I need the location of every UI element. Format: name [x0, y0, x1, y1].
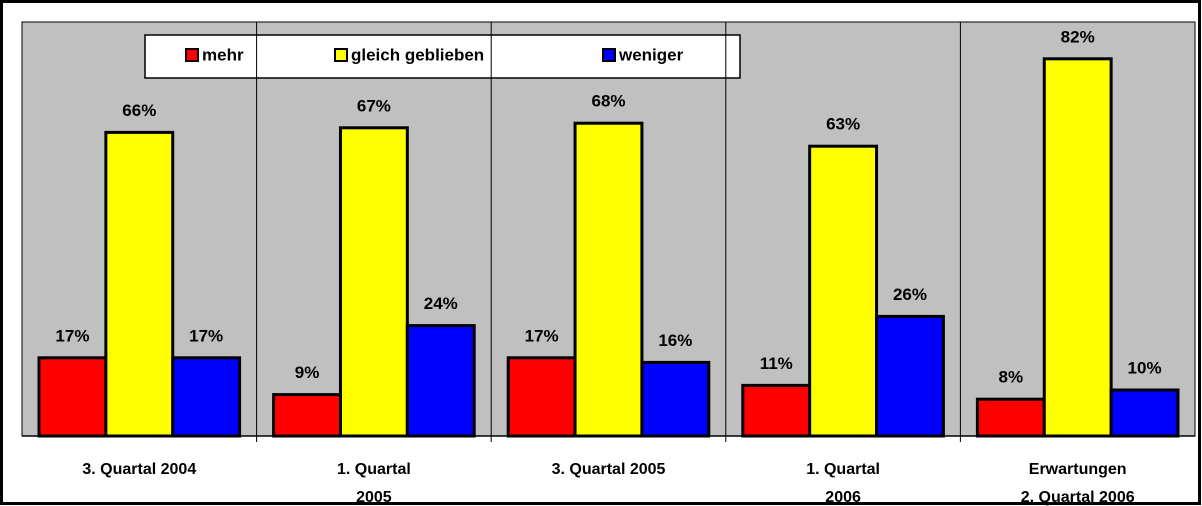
legend: [144, 34, 741, 79]
bar: [640, 360, 711, 438]
bar: [338, 126, 409, 438]
data-label: 26%: [893, 285, 927, 304]
x-tick-label: 1. Quartal 2006: [806, 461, 880, 506]
x-tick-label: 3. Quartal 2005: [551, 461, 666, 478]
bar: [506, 356, 577, 438]
bar: [171, 356, 242, 438]
legend-swatch: [185, 48, 199, 62]
legend-swatch: [334, 48, 348, 62]
data-label: 17%: [189, 326, 223, 345]
data-label: 66%: [122, 101, 156, 120]
x-tick-label: 3. Quartal 2004: [82, 461, 197, 478]
legend-label: weniger: [618, 45, 684, 64]
data-label: 68%: [591, 92, 625, 111]
data-label: 63%: [826, 115, 860, 134]
data-label: 10%: [1128, 358, 1162, 377]
data-label: 8%: [999, 368, 1024, 387]
bar: [875, 314, 945, 438]
x-tick-label: Erwartungen 2. Quartal 2006: [1020, 461, 1135, 506]
data-label: 16%: [658, 331, 692, 350]
data-label: 24%: [424, 294, 458, 313]
legend-label: mehr: [202, 45, 244, 64]
data-label: 82%: [1061, 27, 1095, 46]
bar: [37, 356, 108, 438]
data-label: 17%: [525, 326, 559, 345]
x-tick-label: 1. Quartal 2005: [336, 461, 411, 506]
data-label: 11%: [760, 354, 793, 373]
bar: [272, 393, 342, 438]
data-label: 17%: [55, 326, 89, 345]
data-label: 67%: [357, 96, 391, 115]
data-label: 9%: [295, 363, 320, 382]
bar: [104, 130, 175, 438]
legend-label: gleich geblieben: [351, 45, 484, 64]
bar: [808, 144, 879, 438]
bar: [1042, 57, 1113, 438]
bar: [1109, 388, 1180, 438]
bar: [741, 383, 812, 438]
bar: [405, 324, 476, 438]
bar: [573, 121, 644, 438]
legend-swatch: [602, 48, 616, 62]
bar: [975, 397, 1046, 438]
